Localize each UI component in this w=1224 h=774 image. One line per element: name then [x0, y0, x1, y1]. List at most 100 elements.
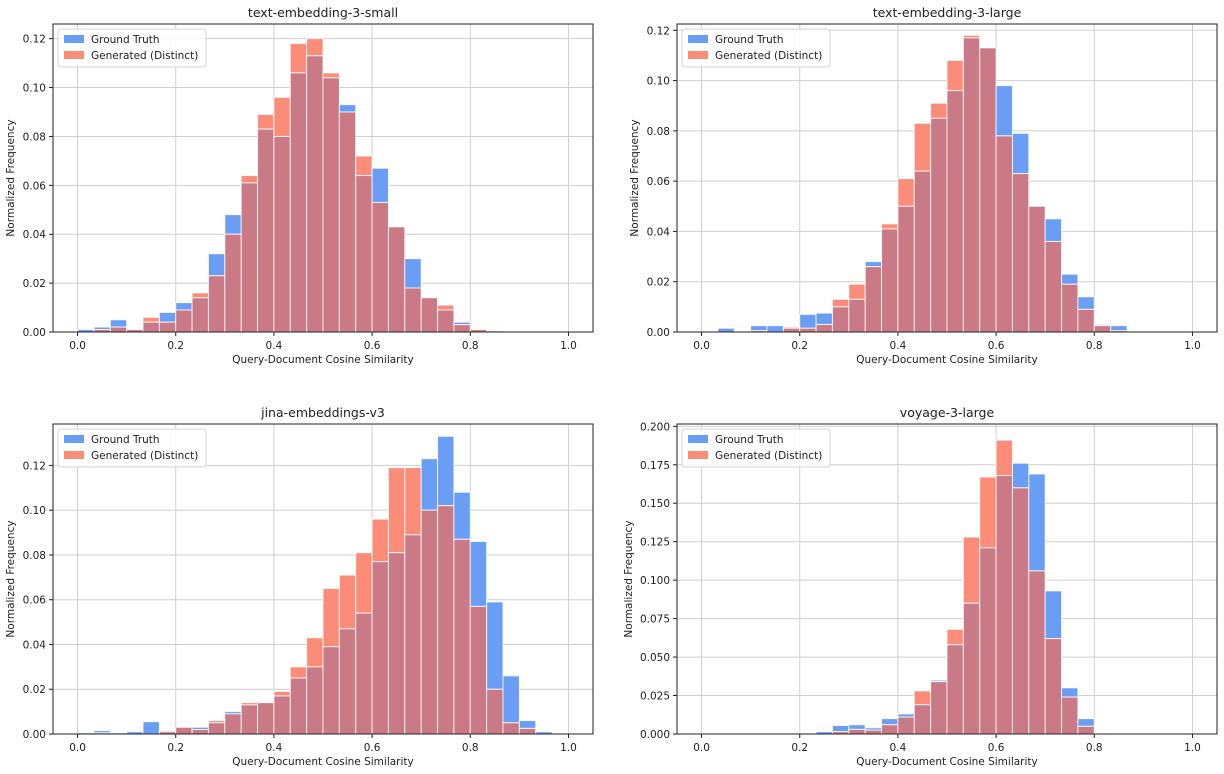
y-tick-label: 0.00 — [23, 327, 46, 339]
x-tick-label: 0.0 — [69, 340, 86, 352]
bar-generated — [306, 38, 324, 57]
bar-ground-truth — [1044, 590, 1063, 640]
bar-overlap — [404, 534, 422, 735]
axes-frame — [676, 423, 1218, 735]
bar-overlap — [930, 117, 948, 333]
bar-generated — [946, 59, 964, 92]
bar-ground-truth — [815, 312, 833, 325]
bar-overlap — [831, 306, 850, 333]
bar-ground-truth — [1077, 296, 1095, 310]
y-tick-label: 0.04 — [647, 226, 671, 238]
bar-ground-truth — [469, 541, 488, 607]
x-tick-label: 0.4 — [890, 742, 907, 754]
legend: Ground Truth Generated (Distinct) — [681, 428, 831, 468]
legend-label-ground-truth: Ground Truth — [91, 434, 160, 446]
x-axis-label: Query-Document Cosine Similarity — [232, 756, 414, 768]
y-tick-label: 0.10 — [647, 76, 670, 88]
y-tick-label: 0.150 — [640, 498, 670, 510]
y-tick-label: 0.04 — [23, 229, 47, 241]
bar-overlap — [1028, 205, 1046, 333]
x-tick-label: 0.2 — [791, 742, 808, 754]
bar-overlap — [995, 135, 1013, 333]
legend-box — [681, 28, 831, 68]
y-tick-label: 0.000 — [640, 729, 670, 741]
x-tick-label: 0.8 — [462, 742, 479, 754]
bar-ground-truth — [453, 491, 471, 540]
bar-generated — [831, 298, 850, 308]
bar-overlap — [420, 297, 439, 333]
bar-overlap — [257, 702, 275, 735]
bar-overlap — [224, 233, 242, 333]
bar-overlap — [864, 266, 883, 333]
bar-overlap — [306, 55, 324, 333]
bar-ground-truth — [864, 261, 883, 268]
legend-box — [57, 428, 207, 468]
bar-overlap — [175, 726, 193, 735]
y-axis-label: Normalized Frequency — [5, 119, 17, 236]
bar-overlap — [815, 323, 833, 333]
x-tick-label: 1.0 — [560, 340, 577, 352]
bar-overlap — [240, 704, 259, 735]
bar-overlap — [207, 275, 226, 333]
legend-label-generated: Generated (Distinct) — [715, 450, 822, 462]
bar-overlap — [207, 722, 226, 735]
bar-generated — [240, 175, 259, 184]
x-tick-label: 0.0 — [69, 742, 86, 754]
bar-overlap — [371, 201, 389, 333]
x-tick-label: 0.4 — [266, 742, 283, 754]
y-tick-label: 0.075 — [640, 614, 670, 626]
bar-overlap — [995, 475, 1013, 735]
y-tick-label: 0.12 — [23, 460, 46, 472]
bar-overlap — [1061, 283, 1079, 333]
bar-generated — [273, 690, 291, 697]
y-tick-label: 0.175 — [640, 460, 670, 472]
bar-generated — [930, 102, 948, 119]
bar-overlap — [420, 509, 439, 735]
bar-generated — [979, 476, 997, 549]
legend-label-ground-truth: Ground Truth — [715, 34, 784, 46]
bar-overlap — [338, 111, 357, 333]
bar-ground-truth — [437, 435, 455, 507]
bar-ground-truth — [404, 258, 422, 289]
bar-overlap — [240, 182, 259, 333]
y-tick-label: 0.08 — [23, 550, 46, 562]
bar-overlap — [273, 135, 291, 333]
x-tick-label: 1.0 — [560, 742, 577, 754]
legend-label-generated: Generated (Distinct) — [715, 50, 822, 62]
subplot-voyage-3-large: 0.0 0.2 0.4 0.6 0.8 1.0 0.000 0.025 0.050 0.075 0.… — [623, 405, 1218, 768]
bar-generated — [306, 637, 324, 668]
bar-overlap — [864, 729, 883, 735]
y-tick-label: 0.12 — [647, 25, 670, 37]
bar-overlap — [1044, 638, 1063, 735]
bar-overlap — [799, 327, 817, 333]
bar-overlap — [453, 324, 471, 333]
legend-box — [57, 28, 207, 68]
x-tick-label: 0.0 — [693, 742, 710, 754]
bar-overlap — [109, 326, 128, 333]
bar-ground-truth — [420, 458, 439, 511]
bar-ground-truth — [1044, 218, 1063, 242]
bar-generated — [946, 628, 964, 646]
bar-generated — [289, 43, 308, 74]
bar-overlap — [191, 729, 209, 735]
bar-overlap — [322, 77, 340, 333]
bar-overlap — [1028, 570, 1046, 735]
x-tick-label: 1.0 — [1184, 340, 1201, 352]
bar-generated — [913, 122, 932, 172]
bar-ground-truth — [1110, 325, 1128, 332]
legend-swatch-generated — [64, 51, 84, 59]
bar-ground-truth — [799, 313, 817, 329]
bar-overlap — [962, 37, 981, 333]
bar-overlap — [142, 321, 160, 333]
legend: Ground Truth Generated (Distinct) — [57, 428, 207, 468]
bar-generated — [848, 283, 866, 300]
bar-overlap — [897, 205, 915, 333]
bar-generated — [897, 178, 915, 207]
y-axis-label: Normalized Frequency — [623, 520, 635, 637]
axes-frame — [52, 423, 594, 735]
x-tick-label: 0.6 — [988, 340, 1005, 352]
bar-overlap — [1011, 173, 1030, 333]
bar-overlap — [1077, 308, 1095, 333]
subplot-text-embedding-3-small: 0.0 0.2 0.4 0.6 0.8 1.0 0.00 0.02 0.04 0.06 0.08 0.… — [5, 5, 594, 366]
